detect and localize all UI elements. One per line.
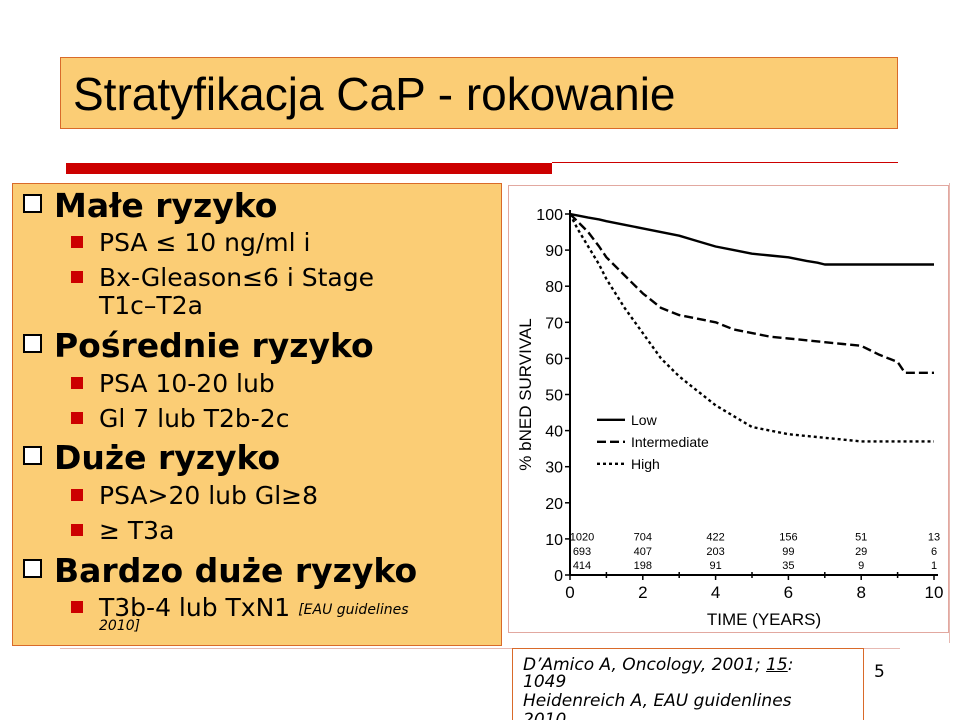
- y-tick-label: 60: [545, 351, 563, 368]
- at-risk-count: 422: [706, 531, 724, 543]
- at-risk-count: 51: [855, 531, 867, 543]
- x-tick-label: 10: [925, 583, 944, 602]
- risk-group-heading: Bardzo duże ryzyko: [23, 553, 417, 589]
- y-tick-label: 100: [536, 207, 563, 224]
- page-number: 5: [874, 662, 885, 682]
- risk-group-item-text: ≥ T3a: [99, 516, 175, 545]
- x-tick-label: 4: [711, 583, 720, 602]
- risk-group-item-text: PSA ≤ 10 ng/ml i: [99, 228, 311, 257]
- reference-text: D’Amico A, Oncology, 2001;: [523, 655, 767, 675]
- square-bullet-icon: [23, 334, 42, 353]
- risk-group-item-text: PSA>20 lub Gl≥8: [99, 481, 318, 510]
- reference-text: :: [787, 655, 794, 675]
- series-line-intermediate: [569, 213, 934, 375]
- risk-group-item: PSA 10-20 lub: [71, 370, 275, 398]
- footer-divider: [60, 648, 900, 649]
- x-axis-title: TIME (YEARS): [707, 610, 821, 629]
- at-risk-count: 414: [573, 560, 591, 572]
- risk-group-item: T3b-4 lub TxN1 [EAU guidelines: [71, 594, 409, 624]
- y-tick-label: 10: [545, 532, 563, 549]
- x-tick-label: 8: [856, 583, 865, 602]
- risk-group-item-text: PSA 10-20 lub: [99, 369, 275, 398]
- risk-group-name: Duże ryzyko: [54, 438, 281, 477]
- slide-title: Stratyfikacja CaP - rokowanie: [73, 68, 676, 120]
- y-axis-title: % bNED SURVIVAL: [516, 318, 535, 470]
- risk-group-item: PSA ≤ 10 ng/ml i: [71, 229, 310, 257]
- citation-inline: [EAU guidelines: [298, 602, 409, 618]
- at-risk-count: 99: [782, 546, 794, 558]
- at-risk-count: 198: [634, 560, 652, 572]
- y-tick-label: 90: [545, 243, 563, 260]
- risk-group-item: Bx-Gleason≤6 i Stage: [71, 264, 374, 292]
- x-tick-label: 6: [784, 583, 793, 602]
- at-risk-count: 29: [855, 546, 867, 558]
- reference-line: D’Amico A, Oncology, 2001; 15:: [523, 656, 793, 674]
- reference-line: Heidenreich A, EAU guidenlines: [523, 691, 792, 711]
- red-square-bullet-icon: [71, 524, 83, 536]
- y-tick-label: 70: [545, 315, 563, 332]
- at-risk-count: 407: [634, 546, 652, 558]
- legend-entry: High: [631, 456, 660, 472]
- reference-line: 1049: [523, 672, 567, 692]
- x-tick-label: 0: [565, 583, 574, 602]
- series-line-high: [568, 213, 934, 443]
- risk-group-heading: Pośrednie ryzyko: [23, 328, 374, 364]
- y-tick-label: 0: [554, 568, 563, 585]
- at-risk-count: 1020: [570, 531, 594, 543]
- at-risk-count: 13: [928, 531, 940, 543]
- x-tick-label: 2: [638, 583, 647, 602]
- title-banner: Stratyfikacja CaP - rokowanie: [60, 57, 898, 129]
- risk-group-heading: Małe ryzyko: [23, 188, 277, 224]
- y-tick-label: 80: [545, 279, 563, 296]
- red-square-bullet-icon: [71, 489, 83, 501]
- series-line-low: [569, 212, 934, 266]
- risk-group-item-text: Bx-Gleason≤6 i Stage: [99, 263, 374, 292]
- at-risk-count: 9: [858, 560, 864, 572]
- square-bullet-icon: [23, 194, 42, 213]
- y-tick-label: 20: [545, 496, 563, 513]
- reference-line: 2010: [523, 710, 567, 720]
- risk-groups-panel: Małe ryzyko PSA ≤ 10 ng/ml i Bx-Gleason≤…: [12, 183, 502, 646]
- citation-continued: 2010]: [99, 618, 141, 634]
- at-risk-count: 693: [573, 546, 591, 558]
- y-tick-label: 30: [545, 460, 563, 477]
- risk-group-item: Gl 7 lub T2b-2c: [71, 405, 289, 433]
- references-box: D’Amico A, Oncology, 2001; 15: 1049 Heid…: [512, 648, 864, 720]
- red-square-bullet-icon: [71, 601, 83, 613]
- reference-volume: 15: [766, 655, 788, 675]
- risk-group-item-text: T3b-4 lub TxN1: [99, 593, 291, 622]
- frame-line: [949, 183, 950, 643]
- y-tick-label: 40: [545, 424, 563, 441]
- risk-group-item-text: Gl 7 lub T2b-2c: [99, 404, 290, 433]
- at-risk-count: 91: [709, 560, 721, 572]
- survival-chart: 0 10 20 30 40 50 60 70 80 90 100 0 2 4 6 8 10% bNED SURV…: [508, 185, 949, 633]
- risk-group-item: PSA>20 lub Gl≥8: [71, 482, 318, 510]
- legend-entry: Low: [631, 412, 658, 428]
- square-bullet-icon: [23, 559, 42, 578]
- red-square-bullet-icon: [71, 236, 83, 248]
- y-tick-label: 50: [545, 388, 563, 405]
- risk-group-name: Małe ryzyko: [54, 186, 278, 225]
- risk-group-name: Bardzo duże ryzyko: [54, 551, 418, 590]
- title-divider-thin: [552, 162, 898, 163]
- at-risk-count: 704: [634, 531, 652, 543]
- at-risk-count: 6: [931, 546, 937, 558]
- at-risk-count: 203: [706, 546, 724, 558]
- at-risk-count: 35: [782, 560, 794, 572]
- red-square-bullet-icon: [71, 271, 83, 283]
- square-bullet-icon: [23, 446, 42, 465]
- risk-group-item: ≥ T3a: [71, 517, 174, 545]
- at-risk-count: 156: [779, 531, 797, 543]
- legend-entry: Intermediate: [631, 434, 709, 450]
- risk-group-item-continued: T1c–T2a: [99, 291, 203, 320]
- at-risk-count: 1: [931, 560, 937, 572]
- title-divider-thick: [66, 163, 552, 174]
- risk-group-heading: Duże ryzyko: [23, 440, 280, 476]
- red-square-bullet-icon: [71, 377, 83, 389]
- red-square-bullet-icon: [71, 412, 83, 424]
- risk-group-name: Pośrednie ryzyko: [54, 326, 374, 365]
